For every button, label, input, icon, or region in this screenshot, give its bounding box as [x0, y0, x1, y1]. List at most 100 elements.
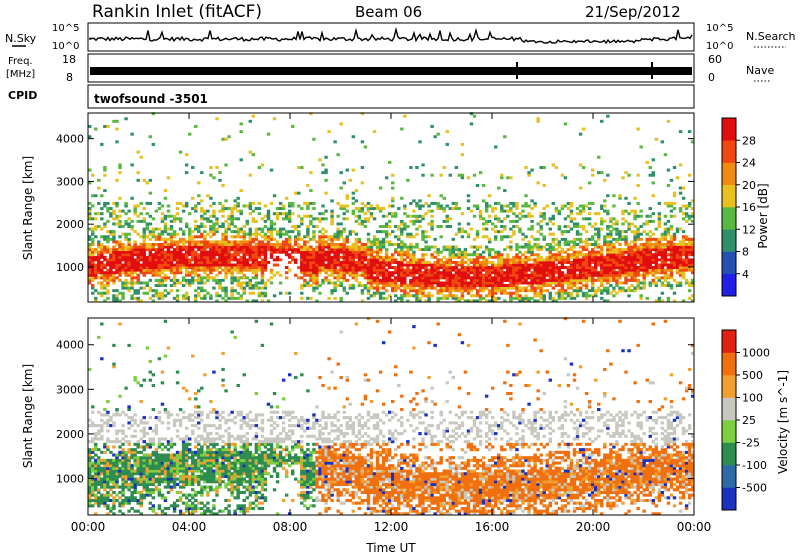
heatmap-cell — [403, 258, 407, 262]
heatmap-cell — [160, 250, 165, 254]
heatmap-cell — [330, 217, 334, 221]
heatmap-cell — [657, 217, 662, 221]
heatmap-cell — [454, 273, 459, 277]
heatmap-cell — [400, 266, 404, 270]
heatmap-cell — [124, 258, 128, 262]
heatmap-cell — [112, 255, 116, 259]
heatmap-cell — [354, 266, 359, 270]
heatmap-cell — [560, 296, 565, 300]
heatmap-cell — [669, 260, 674, 264]
heatmap-cell — [321, 212, 325, 216]
heatmap-cell — [160, 248, 165, 252]
heatmap-cell — [260, 258, 265, 262]
heatmap-cell — [687, 130, 692, 134]
heatmap-cell — [378, 291, 383, 295]
heatmap-cell — [212, 260, 216, 264]
heatmap-cell — [478, 212, 483, 216]
heatmap-cell — [418, 260, 422, 264]
heatmap-cell — [612, 242, 616, 246]
heatmap-cell — [242, 230, 246, 234]
heatmap-cell — [109, 461, 113, 465]
heatmap-cell — [88, 501, 92, 505]
heatmap-cell — [248, 250, 253, 254]
heatmap-cell — [536, 284, 540, 288]
heatmap-cell — [587, 181, 592, 185]
heatmap-cell — [457, 273, 462, 277]
heatmap-cell — [560, 263, 565, 267]
heatmap-cell — [327, 281, 331, 285]
heatmap-cell — [381, 276, 386, 280]
heatmap-cell — [554, 209, 559, 213]
heatmap-cell — [127, 240, 131, 244]
heatmap-cell — [439, 273, 443, 277]
heatmap-cell — [121, 271, 125, 275]
heatmap-cell — [136, 509, 140, 513]
heatmap-cell — [300, 296, 304, 300]
heatmap-cell — [91, 273, 95, 277]
heatmap-cell — [412, 273, 416, 277]
heatmap-cell — [533, 245, 537, 249]
heatmap-cell — [106, 219, 110, 223]
heatmap-cell — [130, 255, 134, 259]
heatmap-cell — [221, 237, 225, 241]
heatmap-cell — [454, 296, 459, 300]
heatmap-cell — [312, 248, 316, 252]
heatmap-cell — [336, 276, 340, 280]
heatmap-cell — [660, 248, 665, 252]
heatmap-cell — [630, 276, 634, 280]
heatmap-cell — [315, 284, 319, 288]
heatmap-cell — [333, 255, 337, 259]
heatmap-cell — [284, 248, 289, 252]
heatmap-cell — [109, 477, 113, 481]
heatmap-cell — [494, 263, 498, 267]
heatmap-cell — [315, 278, 319, 282]
heatmap-cell — [409, 284, 413, 288]
heatmap-cell — [187, 258, 192, 262]
heatmap-cell — [397, 235, 401, 239]
heatmap-cell — [166, 248, 171, 252]
heatmap-cell — [224, 258, 228, 262]
heatmap-cell — [366, 278, 371, 282]
heatmap-cell — [203, 230, 207, 234]
heatmap-cell — [100, 424, 104, 428]
heatmap-cell — [506, 214, 510, 218]
heatmap-cell — [142, 255, 146, 259]
heatmap-cell — [218, 248, 222, 252]
heatmap-cell — [381, 260, 386, 264]
heatmap-cell — [218, 278, 222, 282]
heatmap-cell — [91, 464, 95, 468]
heatmap-cell — [163, 225, 168, 228]
heatmap-cell — [460, 284, 465, 288]
heatmap-cell — [357, 258, 362, 262]
heatmap-cell — [406, 248, 410, 252]
heatmap-cell — [378, 250, 383, 254]
heatmap-cell — [127, 501, 131, 505]
heatmap-cell — [345, 268, 349, 272]
heatmap-cell — [563, 122, 568, 126]
heatmap-cell — [130, 480, 134, 484]
heatmap-cell — [633, 250, 637, 254]
heatmap-cell — [100, 496, 104, 500]
heatmap-cell — [178, 271, 183, 275]
heatmap-cell — [266, 209, 271, 213]
heatmap-cell — [584, 217, 589, 221]
heatmap-cell — [115, 485, 119, 489]
heatmap-cell — [484, 273, 489, 277]
heatmap-cell — [236, 276, 240, 280]
heatmap-cell — [342, 260, 346, 264]
heatmap-cell — [466, 289, 471, 293]
heatmap-cell — [606, 286, 610, 290]
heatmap-cell — [433, 271, 437, 275]
heatmap-cell — [609, 258, 613, 262]
heatmap-cell — [636, 271, 640, 275]
heatmap-cell — [151, 242, 156, 246]
heatmap-cell — [136, 299, 140, 303]
heatmap-cell — [345, 278, 349, 282]
heatmap-cell — [321, 281, 325, 285]
heatmap-cell — [569, 248, 574, 252]
heatmap-cell — [215, 253, 219, 257]
heatmap-cell — [133, 442, 137, 446]
heatmap-cell — [324, 268, 328, 272]
heatmap-cell — [503, 271, 507, 275]
heatmap-cell — [197, 194, 201, 198]
